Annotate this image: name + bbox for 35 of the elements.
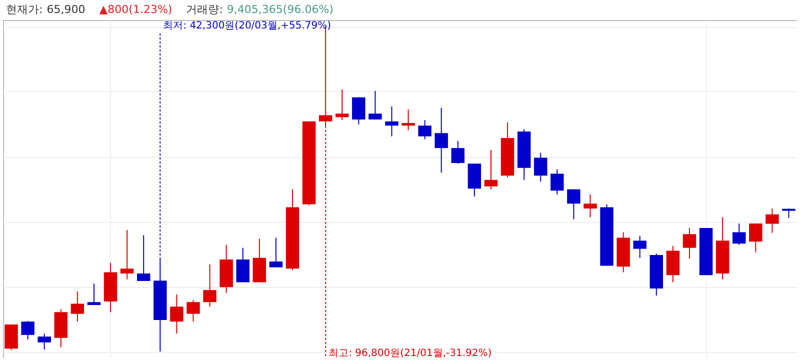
candlestick xyxy=(451,140,465,164)
candlestick xyxy=(732,222,746,246)
candlestick xyxy=(567,188,580,220)
candlestick xyxy=(782,208,796,218)
candlestick xyxy=(236,247,250,283)
candlestick xyxy=(418,120,432,140)
candlestick xyxy=(584,194,597,218)
candlestick xyxy=(550,168,564,196)
candlestick xyxy=(70,290,84,322)
candlestick xyxy=(87,283,101,306)
candlestick xyxy=(269,237,283,268)
candlestick xyxy=(186,300,200,322)
candlestick xyxy=(682,228,696,260)
candlestick xyxy=(38,333,51,350)
candlestick xyxy=(633,235,646,258)
candlestick xyxy=(120,229,134,280)
candlestick xyxy=(385,106,398,137)
candlestick xyxy=(170,294,184,334)
candlestick xyxy=(368,90,382,120)
text: 거래량: 9,405,365(96.06%) xyxy=(186,3,334,16)
candlestick xyxy=(402,108,415,131)
candlestick xyxy=(352,96,366,125)
candlestick xyxy=(434,107,448,174)
candlestick xyxy=(136,234,150,282)
candlestick xyxy=(335,89,349,121)
candlestick xyxy=(766,208,779,234)
candlestick xyxy=(749,222,762,253)
text: 현재가: 65,900 xyxy=(6,3,86,16)
text: ▲800(1.23%) xyxy=(99,3,172,16)
candlestick xyxy=(484,150,498,190)
annotation: 최고: 96,800원(21/01월,-31.92%) xyxy=(328,348,492,359)
annotation: 최저: 42,300원(20/03월,+55.79%) xyxy=(163,20,332,32)
candlestick xyxy=(534,152,548,182)
candlestick xyxy=(21,320,34,340)
candlestick xyxy=(203,264,216,308)
